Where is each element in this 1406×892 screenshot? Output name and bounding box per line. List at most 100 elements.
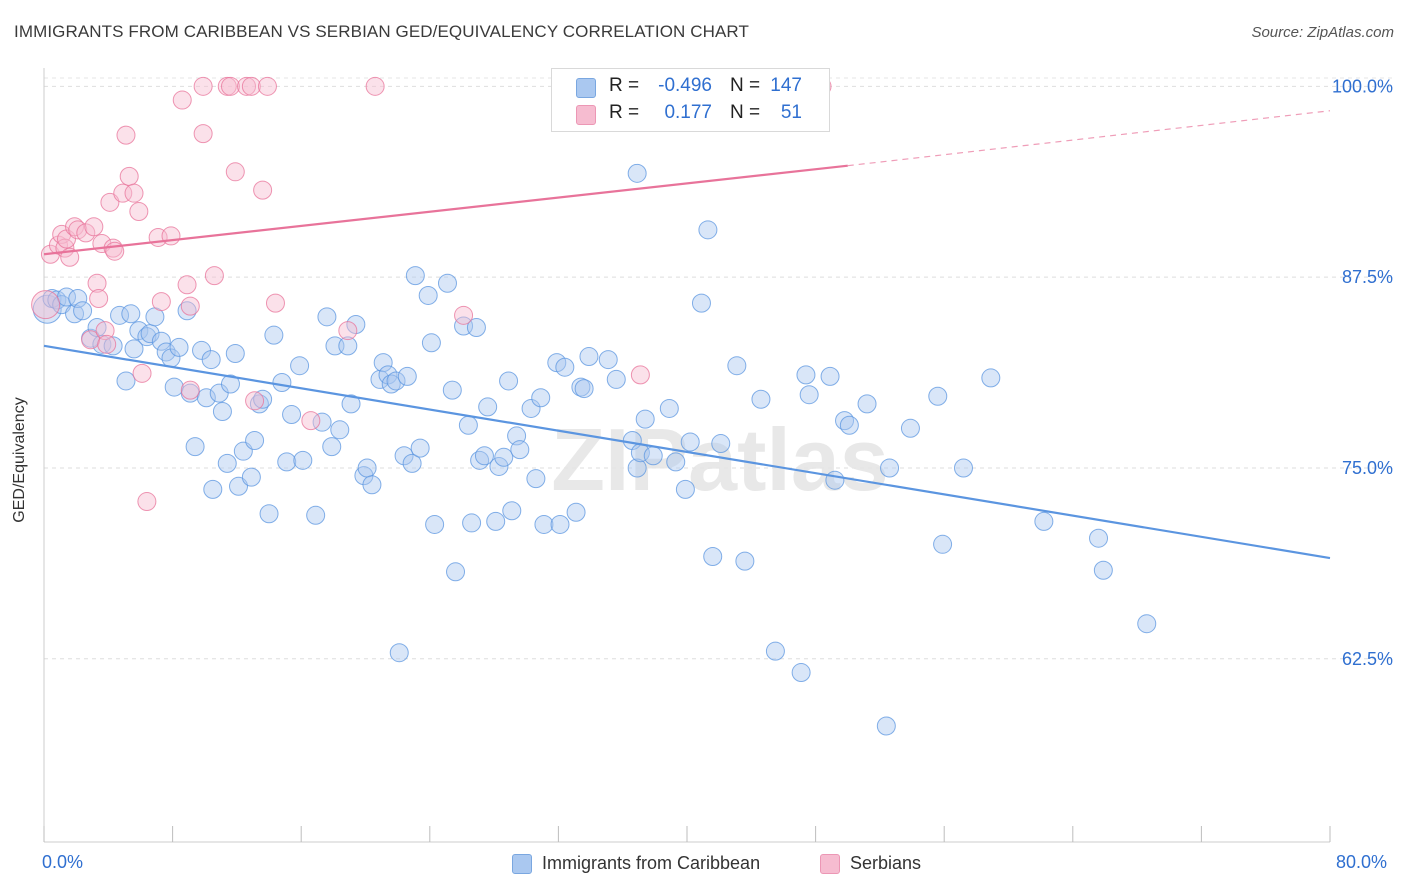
data-point — [65, 217, 85, 237]
data-point — [389, 643, 409, 663]
data-point — [606, 369, 626, 389]
data-point — [103, 336, 123, 356]
data-point — [574, 379, 594, 399]
data-point — [550, 514, 570, 534]
data-point — [635, 409, 655, 429]
data-point — [454, 305, 474, 325]
data-point — [119, 166, 139, 186]
data-point — [711, 434, 731, 454]
data-point — [579, 347, 599, 367]
legend-swatch-serbians — [576, 105, 596, 125]
data-point — [421, 333, 441, 353]
gridlines — [44, 77, 1394, 660]
data-point — [357, 458, 377, 478]
data-point — [1093, 560, 1113, 580]
data-point — [277, 452, 297, 472]
trend-line-extension — [847, 110, 1331, 167]
data-point — [151, 292, 171, 312]
legend-swatch-caribbean — [576, 78, 596, 98]
y-axis-label: GED/Equivalency — [11, 397, 28, 523]
data-point — [418, 285, 438, 305]
data-point — [799, 385, 819, 405]
data-point — [203, 479, 223, 499]
trend-lines — [43, 110, 1331, 560]
series-serbians — [31, 76, 832, 512]
data-point — [301, 411, 321, 431]
data-point — [1089, 528, 1109, 548]
data-point — [31, 290, 61, 320]
data-point — [290, 356, 310, 376]
data-point — [177, 275, 197, 295]
legend-r-label: R = — [609, 102, 640, 123]
legend-n-label: N = — [730, 75, 761, 96]
data-point — [933, 534, 953, 554]
data-point — [630, 365, 650, 385]
data-point — [341, 394, 361, 414]
data-point — [124, 339, 144, 359]
correlation-legend: R = -0.496 N = 147 R = 0.177 N = 51 — [551, 68, 830, 132]
data-point — [293, 450, 313, 470]
data-point — [437, 273, 457, 293]
data-point — [466, 318, 486, 338]
y-tick-labels: 100.0% 87.5% 75.0% 62.5% — [1332, 76, 1393, 668]
data-point — [151, 331, 171, 351]
data-point — [691, 293, 711, 313]
data-point — [237, 76, 257, 96]
data-point — [402, 453, 422, 473]
data-point — [253, 389, 273, 409]
data-point — [425, 514, 445, 534]
x-tick-label-max: 80.0% — [1336, 852, 1388, 872]
data-point — [97, 334, 117, 354]
data-point — [386, 371, 406, 391]
data-point — [825, 470, 845, 490]
data-point — [876, 716, 896, 736]
data-point — [259, 504, 279, 524]
data-point — [502, 501, 522, 521]
data-point — [68, 289, 88, 309]
legend-n-value: 51 — [780, 102, 802, 123]
data-point — [478, 397, 498, 417]
data-point — [981, 368, 1001, 388]
axes — [43, 68, 1331, 843]
data-point — [180, 380, 200, 400]
data-point — [241, 467, 261, 487]
series-legend-label: Serbians — [850, 853, 922, 873]
data-point — [796, 365, 816, 385]
data-point — [161, 226, 181, 246]
data-point — [566, 502, 586, 522]
data-point — [265, 293, 285, 313]
data-point — [373, 353, 393, 373]
data-point — [220, 76, 240, 96]
data-point — [89, 289, 109, 309]
data-point — [857, 394, 877, 414]
data-point — [322, 437, 342, 457]
data-point — [394, 446, 414, 466]
data-point — [442, 380, 462, 400]
data-point — [196, 388, 216, 408]
data-point — [100, 192, 120, 212]
data-point — [627, 458, 647, 478]
data-point — [474, 446, 494, 466]
legend-row-caribbean: R = -0.496 N = 147 — [552, 74, 829, 100]
data-point — [362, 475, 382, 495]
data-point — [204, 266, 224, 286]
data-point — [880, 458, 900, 478]
data-point — [129, 202, 149, 222]
data-point — [1137, 614, 1157, 634]
data-point — [225, 343, 245, 363]
data-point — [338, 336, 358, 356]
data-point — [666, 452, 686, 472]
data-point — [727, 356, 747, 376]
series-swatch-caribbean — [512, 854, 532, 874]
data-point — [84, 217, 104, 237]
data-point — [220, 374, 240, 394]
data-point — [791, 663, 811, 683]
data-point — [820, 366, 840, 386]
data-point — [73, 301, 93, 321]
data-point — [521, 398, 541, 418]
data-point — [330, 420, 350, 440]
legend-r-value: 0.177 — [664, 102, 712, 123]
data-point — [116, 125, 136, 145]
data-point — [172, 90, 192, 110]
data-point — [405, 266, 425, 286]
